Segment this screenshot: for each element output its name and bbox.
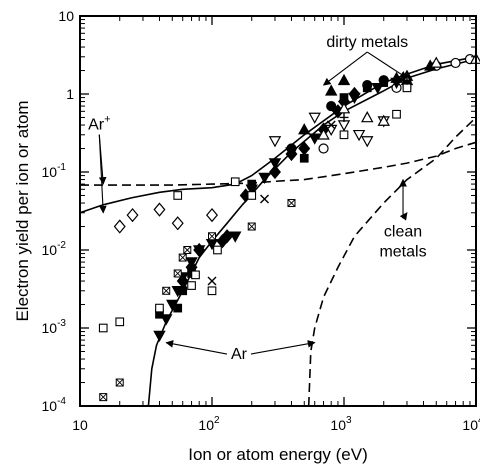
y-tick-label: 10-2 (42, 240, 67, 258)
curve-ar-clean-metals (80, 141, 477, 186)
data-point-crossed-square-cross (247, 222, 256, 231)
data-point-filled-diamond (221, 229, 234, 244)
data-point-filled-square (178, 286, 188, 296)
data-point-open-square (173, 191, 183, 200)
data-point-crossed-square-cross (99, 393, 108, 401)
data-point-filled-triangle-down (192, 245, 206, 257)
data-point-filled-square (362, 83, 372, 93)
plot-frame (79, 15, 477, 407)
data-point-open-triangle-up (317, 128, 330, 140)
data-point-open-triangle-up (337, 102, 351, 114)
x-tick-label: 10 (72, 417, 88, 433)
data-point-open-triangle-down (361, 136, 374, 148)
y-tick-label: 10-1 (42, 162, 67, 180)
data-point-open-circle (450, 57, 461, 69)
data-point-open-diamond (113, 219, 126, 234)
data-point-open-circle (318, 143, 329, 154)
y-tick-label: 10-3 (42, 318, 67, 336)
data-point-filled-triangle-down (308, 133, 321, 145)
data-point-open-square (402, 83, 412, 93)
data-point-filled-triangle-up (390, 71, 403, 83)
data-point-open-diamond (126, 207, 139, 223)
data-point-filled-triangle-up (298, 123, 311, 135)
data-point-open-square (98, 323, 108, 333)
data-point-filled-circle (326, 100, 337, 112)
data-point-open-square (392, 109, 401, 119)
data-point-crossed-square-cross (162, 286, 171, 295)
data-point-filled-triangle-down (229, 231, 242, 243)
data-point-open-square (207, 286, 217, 296)
data-point-crossed-square-cross (183, 246, 192, 254)
markers-layer (98, 52, 480, 402)
y-tick-label: 10-4 (42, 396, 67, 414)
data-point-crossed-square-cross (287, 199, 296, 207)
annotation-arrow (366, 51, 408, 79)
data-point-filled-square (379, 78, 389, 87)
data-point-open-square (247, 191, 257, 200)
data-point-x (207, 276, 217, 286)
data-point-open-triangle-down (337, 120, 351, 132)
x-tick-label: 102 (198, 415, 220, 433)
annotation-label: Ar+ (88, 114, 110, 134)
curve-ar-dirty-metals (79, 56, 477, 214)
data-point-filled-triangle-up (337, 73, 351, 86)
data-point-crossed-square-cross (178, 253, 187, 262)
annotations-layer: dirty metals Ar+ clean metals Ar (88, 34, 427, 363)
annotation-arrow (399, 212, 408, 221)
data-point-open-square (187, 281, 196, 290)
data-point-filled-triangle-down (285, 147, 298, 159)
annotation-arrow (98, 134, 107, 185)
data-point-open-square (155, 303, 164, 313)
annotation-arrow (322, 51, 368, 86)
data-point-x (260, 194, 270, 204)
ticks-layer: 10 102 103 104 10-4 10-3 10-2 10-1 1 10 (42, 8, 480, 433)
data-point-filled-triangle-down (268, 158, 282, 170)
data-point-open-diamond (153, 202, 166, 217)
data-point-open-triangle-down (308, 112, 321, 124)
curve-ar-clean-metals (307, 116, 477, 407)
x-tick-label: 103 (330, 415, 352, 433)
data-point-filled-triangle-down (348, 92, 361, 105)
data-point-open-triangle-up (430, 56, 443, 68)
data-point-crossed-square-cross (208, 232, 216, 241)
curve-ar-dirty-metals (147, 58, 477, 407)
data-point-filled-square (299, 153, 309, 163)
data-point-open-square (191, 270, 200, 280)
data-point-open-square (230, 177, 240, 187)
annotation-arrow (165, 340, 228, 355)
data-point-open-square (115, 317, 125, 327)
data-point-open-triangle-down (268, 136, 282, 148)
data-point-crossed-square-cross (115, 378, 124, 387)
data-point-filled-triangle-down (153, 330, 166, 342)
annotation-arrow (250, 340, 316, 355)
data-point-crossed-square-cross (173, 269, 182, 278)
annotation-label: dirty metals (326, 34, 408, 51)
x-axis-label: Ion or atom energy (eV) (188, 445, 368, 464)
data-point-open-diamond (171, 216, 184, 231)
y-tick-label: 10 (58, 8, 74, 24)
data-point-plus (339, 112, 349, 122)
data-point-x (326, 120, 336, 130)
data-point-filled-square (247, 179, 257, 189)
data-point-filled-square (339, 93, 349, 102)
annotation-label: Ar (231, 346, 248, 363)
data-point-plus (270, 167, 280, 177)
data-point-filled-triangle-up (324, 84, 338, 96)
data-point-open-triangle-up (377, 114, 390, 126)
data-point-open-square (339, 130, 349, 140)
data-point-open-triangle-down (352, 129, 366, 142)
data-point-open-triangle-up (361, 111, 374, 123)
y-axis-label: Electron yield per ion or atom (13, 100, 32, 321)
data-point-filled-square (173, 303, 183, 313)
x-tick-label: 104 (462, 415, 480, 433)
data-point-filled-triangle-down (185, 257, 198, 269)
data-point-open-diamond (206, 207, 218, 223)
data-point-open-square (213, 245, 222, 255)
annotation-label: clean metals (379, 223, 426, 260)
data-point-filled-triangle-down (258, 172, 271, 184)
y-tick-label: 1 (66, 86, 74, 102)
